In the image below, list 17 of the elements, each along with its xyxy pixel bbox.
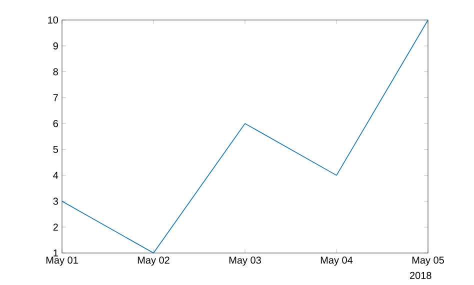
text: 2018	[410, 272, 432, 280]
x-tick-label: May 05	[412, 256, 444, 266]
y-tick-label: 3	[53, 198, 58, 205]
y-tick-label: 2	[53, 224, 58, 231]
x-tick-label: May 04	[320, 256, 353, 266]
y-tick-label: 1	[54, 250, 58, 256]
line-series	[62, 20, 428, 254]
x-tick-label: May 02	[138, 256, 170, 266]
y-tick-label: 9	[53, 42, 58, 50]
x-tick-label: May 03	[229, 256, 261, 266]
x-tick-label: May 01	[46, 256, 78, 266]
y-tick-label: 6	[53, 120, 58, 128]
y-tick-label: 7	[53, 94, 58, 102]
y-tick-label: 4	[53, 172, 58, 179]
y-tick-label: 5	[53, 146, 58, 153]
y-tick-label: 10	[48, 16, 58, 24]
y-tick-label: 8	[53, 68, 58, 76]
